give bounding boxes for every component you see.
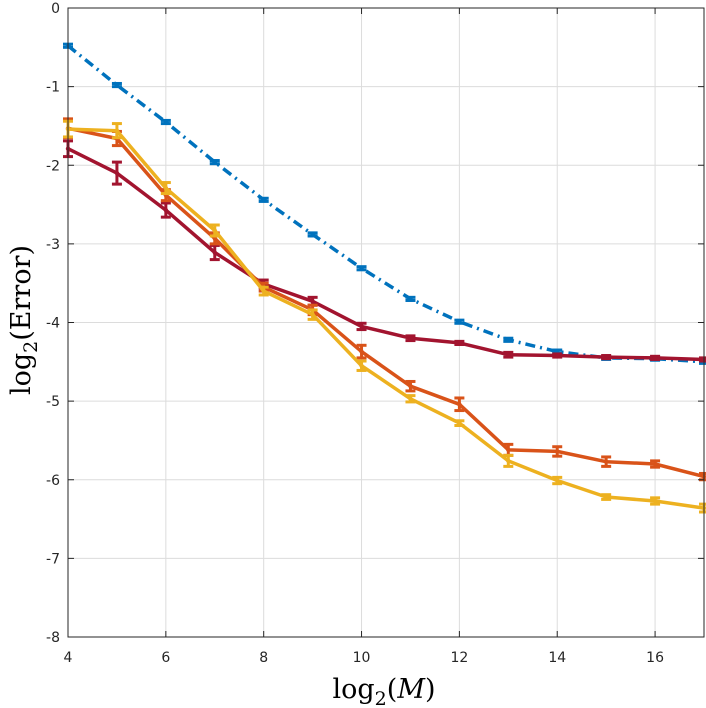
x-tick-label: 6 xyxy=(161,650,170,666)
data-point xyxy=(652,355,658,361)
data-point xyxy=(163,185,169,191)
data-point xyxy=(603,459,609,464)
data-point xyxy=(310,299,315,304)
y-tick-label: -2 xyxy=(46,158,60,174)
data-point xyxy=(310,312,315,317)
ticks: 4 6 8 10 12 14 16 0 -1 -2 -3 -4 -5 -6 -7 -8 xyxy=(46,1,704,666)
data-point xyxy=(163,119,169,125)
data-point xyxy=(114,170,120,176)
y-tick-label: -1 xyxy=(46,80,60,96)
y-tick-label: 0 xyxy=(51,1,60,17)
data-point xyxy=(652,498,658,504)
series-1 xyxy=(63,139,706,363)
data-point xyxy=(408,383,413,389)
data-point xyxy=(457,340,462,346)
y-tick-label: -5 xyxy=(46,394,60,410)
data-point xyxy=(359,266,364,271)
series-2 xyxy=(63,117,706,482)
y-tick-label: -4 xyxy=(46,316,60,332)
data-point xyxy=(555,478,560,483)
series-line xyxy=(66,127,706,510)
data-point xyxy=(163,207,169,213)
x-tick-label: 4 xyxy=(64,650,73,666)
data-point xyxy=(457,319,462,324)
series-line xyxy=(66,126,706,479)
data-point xyxy=(359,349,364,354)
x-tick-label: 16 xyxy=(646,650,664,666)
data-point xyxy=(310,232,315,237)
series-line xyxy=(66,146,706,362)
data-point xyxy=(506,337,511,342)
data-point xyxy=(506,447,511,453)
data-point xyxy=(114,128,120,133)
x-tick-label: 10 xyxy=(353,650,371,666)
data-point xyxy=(506,458,511,464)
y-tick-label: -6 xyxy=(46,473,60,489)
data-point xyxy=(212,159,217,165)
data-point xyxy=(555,353,560,358)
data-point xyxy=(457,402,462,407)
data-point xyxy=(408,396,413,401)
data-point xyxy=(408,296,413,302)
data-point xyxy=(603,494,609,500)
data-point xyxy=(212,228,217,233)
data-point xyxy=(408,336,413,341)
x-axis-label: log2(M) xyxy=(332,674,435,708)
x-tick-label: 12 xyxy=(450,650,468,666)
data-point xyxy=(359,324,364,329)
data-point xyxy=(261,197,266,203)
data-point xyxy=(457,420,462,426)
data-point xyxy=(359,363,364,368)
data-point xyxy=(506,352,511,357)
y-tick-label: -7 xyxy=(46,551,60,567)
data-point xyxy=(603,354,609,360)
series-layer xyxy=(63,42,706,514)
y-tick-label: -3 xyxy=(46,237,60,253)
data-point xyxy=(114,82,120,88)
x-tick-label: 8 xyxy=(259,650,268,666)
y-tick-label: -8 xyxy=(46,630,60,646)
data-point xyxy=(555,449,560,454)
x-tick-label: 14 xyxy=(548,650,566,666)
data-point xyxy=(261,288,266,294)
data-point xyxy=(652,461,658,467)
data-point xyxy=(212,250,217,255)
y-axis-label: log2(Error) xyxy=(6,245,42,395)
